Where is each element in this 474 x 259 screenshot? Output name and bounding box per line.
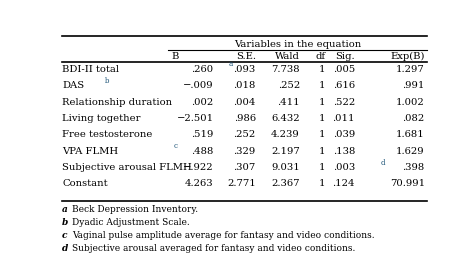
Text: a: a — [229, 60, 233, 68]
Text: .082: .082 — [402, 114, 425, 123]
Text: 1.002: 1.002 — [396, 98, 425, 106]
Text: .093: .093 — [234, 65, 256, 74]
Text: S.E.: S.E. — [236, 52, 256, 61]
Text: 4.263: 4.263 — [185, 179, 213, 188]
Text: 1: 1 — [319, 179, 326, 188]
Text: .411: .411 — [277, 98, 300, 106]
Text: 2.367: 2.367 — [271, 179, 300, 188]
Text: B: B — [171, 52, 179, 61]
Text: DAS: DAS — [62, 81, 84, 90]
Text: Free testosterone: Free testosterone — [62, 130, 153, 139]
Text: VPA FLMH: VPA FLMH — [62, 147, 118, 156]
Text: Living together: Living together — [62, 114, 141, 123]
Text: .124: .124 — [332, 179, 355, 188]
Text: −.922: −.922 — [183, 163, 213, 172]
Text: Subjective arousal FLMH: Subjective arousal FLMH — [62, 163, 192, 172]
Text: 1.297: 1.297 — [396, 65, 425, 74]
Text: BDI-II total: BDI-II total — [62, 65, 119, 74]
Text: a: a — [62, 205, 68, 214]
Text: b: b — [62, 218, 68, 227]
Text: Relationship duration: Relationship duration — [62, 98, 173, 106]
Text: Constant: Constant — [62, 179, 108, 188]
Text: .005: .005 — [333, 65, 355, 74]
Text: Sig.: Sig. — [335, 52, 355, 61]
Text: .329: .329 — [234, 147, 256, 156]
Text: Exp(B): Exp(B) — [390, 52, 425, 61]
Text: Vaginal pulse amplitude average for fantasy and video conditions.: Vaginal pulse amplitude average for fant… — [73, 231, 375, 240]
Text: .522: .522 — [333, 98, 355, 106]
Text: 1: 1 — [319, 147, 326, 156]
Text: .398: .398 — [402, 163, 425, 172]
Text: c: c — [62, 231, 68, 240]
Text: 2.771: 2.771 — [227, 179, 256, 188]
Text: 4.239: 4.239 — [271, 130, 300, 139]
Text: df: df — [316, 52, 326, 61]
Text: .252: .252 — [234, 130, 256, 139]
Text: 1: 1 — [319, 114, 326, 123]
Text: .018: .018 — [233, 81, 256, 90]
Text: Variables in the equation: Variables in the equation — [235, 40, 362, 48]
Text: .307: .307 — [234, 163, 256, 172]
Text: .004: .004 — [233, 98, 256, 106]
Text: .519: .519 — [191, 130, 213, 139]
Text: 2.197: 2.197 — [271, 147, 300, 156]
Text: Wald: Wald — [275, 52, 300, 61]
Text: −.009: −.009 — [183, 81, 213, 90]
Text: c: c — [174, 142, 178, 150]
Text: .260: .260 — [191, 65, 213, 74]
Text: Beck Depression Inventory.: Beck Depression Inventory. — [73, 205, 199, 214]
Text: 1.629: 1.629 — [396, 147, 425, 156]
Text: 70.991: 70.991 — [390, 179, 425, 188]
Text: .138: .138 — [333, 147, 355, 156]
Text: .986: .986 — [234, 114, 256, 123]
Text: 1: 1 — [319, 98, 326, 106]
Text: .991: .991 — [402, 81, 425, 90]
Text: .002: .002 — [191, 98, 213, 106]
Text: 1: 1 — [319, 163, 326, 172]
Text: b: b — [105, 77, 110, 85]
Text: 1.681: 1.681 — [396, 130, 425, 139]
Text: .011: .011 — [332, 114, 355, 123]
Text: Dyadic Adjustment Scale.: Dyadic Adjustment Scale. — [73, 218, 190, 227]
Text: .003: .003 — [333, 163, 355, 172]
Text: 1: 1 — [319, 81, 326, 90]
Text: 1: 1 — [319, 130, 326, 139]
Text: 1: 1 — [319, 65, 326, 74]
Text: .252: .252 — [278, 81, 300, 90]
Text: d: d — [380, 159, 385, 167]
Text: −2.501: −2.501 — [176, 114, 213, 123]
Text: .039: .039 — [333, 130, 355, 139]
Text: d: d — [62, 244, 68, 253]
Text: Subjective arousal averaged for fantasy and video conditions.: Subjective arousal averaged for fantasy … — [73, 244, 356, 253]
Text: 9.031: 9.031 — [271, 163, 300, 172]
Text: 7.738: 7.738 — [271, 65, 300, 74]
Text: .488: .488 — [191, 147, 213, 156]
Text: .616: .616 — [333, 81, 355, 90]
Text: 6.432: 6.432 — [271, 114, 300, 123]
